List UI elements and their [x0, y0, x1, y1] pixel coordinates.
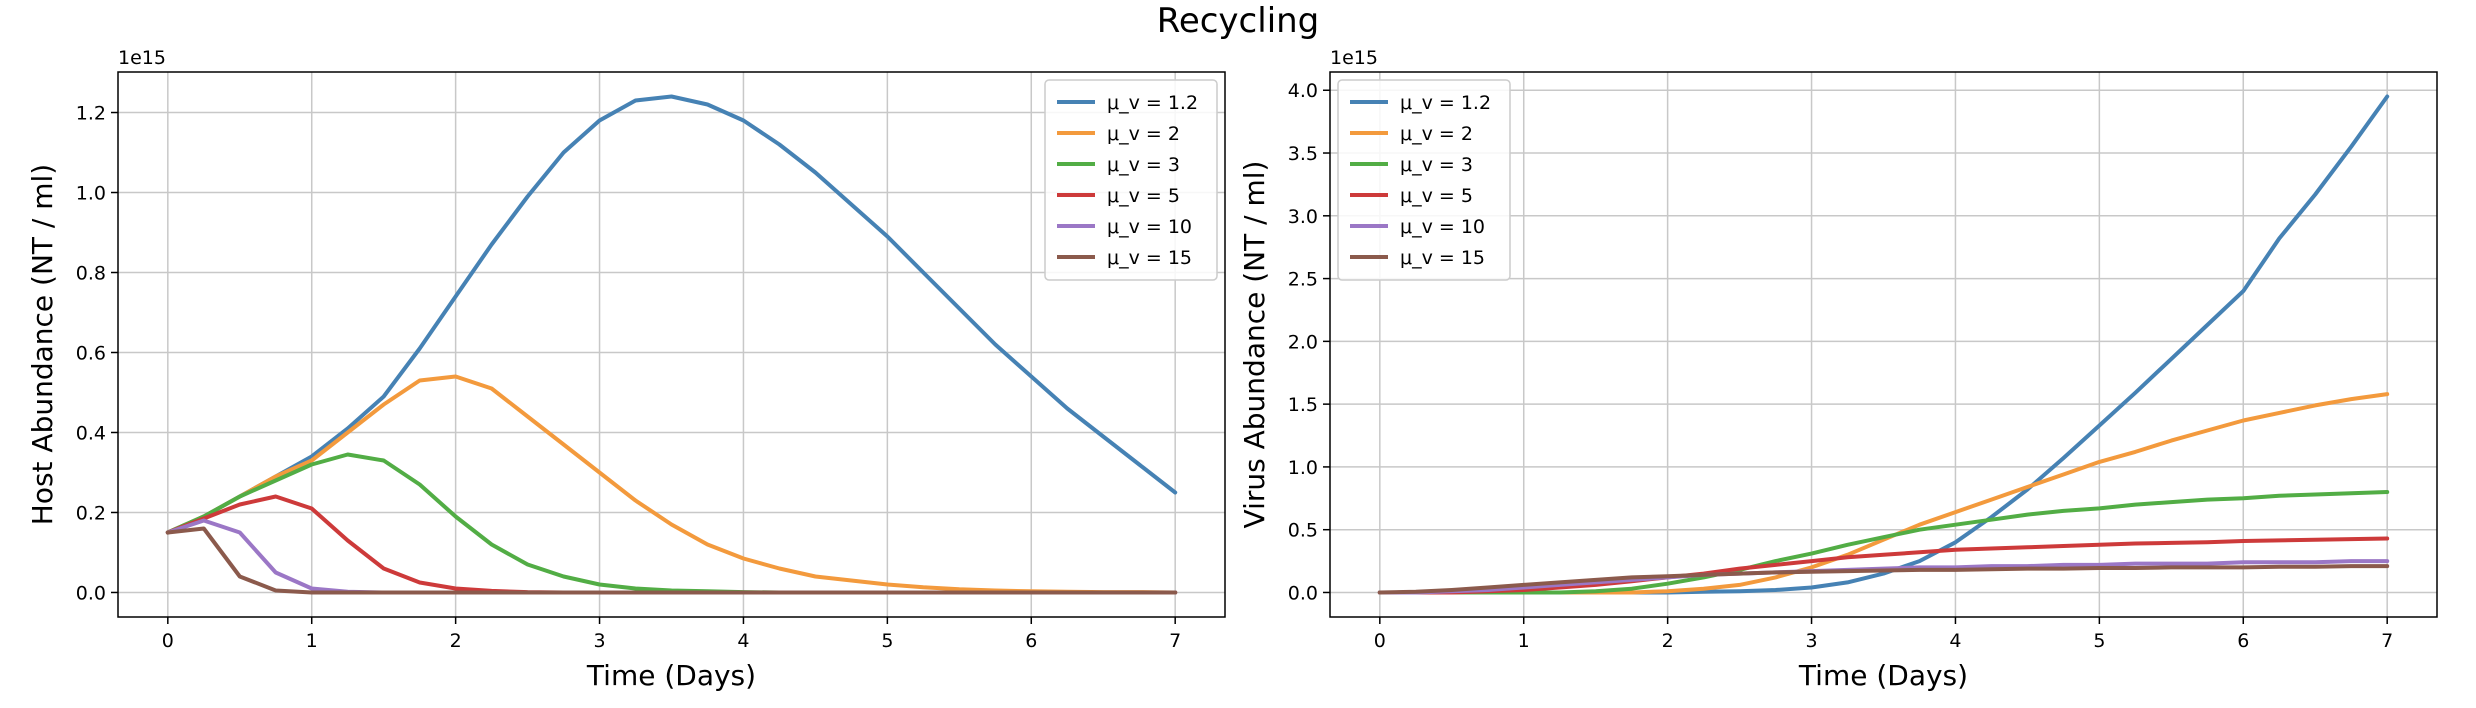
x-tick-label: 7: [1169, 630, 1181, 652]
series-line-3: [1377, 490, 2390, 595]
series-line-2: [165, 374, 1178, 595]
x-tick-label: 3: [1805, 630, 1817, 652]
y-tick-label: 2.5: [1288, 269, 1318, 291]
y-tick-label: 4.0: [1288, 80, 1318, 102]
y-axis-label: Host Abundance (NT / ml): [26, 164, 59, 525]
host-abundance-chart: 0 1 2 3 4 5 6 7 0.0 0.2 0.4 0.6 0.8 1.0 1.2 1e15 Time (D…: [26, 47, 1226, 692]
y-axis-label: Virus Abundance (NT / ml): [1238, 161, 1271, 529]
axes-frame: [117, 71, 1226, 618]
legend-entry: μ_v = 3: [1107, 154, 1180, 176]
y-offset-label: 1e15: [1330, 47, 1378, 69]
x-tick-label: 0: [1374, 630, 1386, 652]
x-axis-label: Time (Days): [586, 659, 756, 692]
legend-entry: μ_v = 5: [1400, 185, 1473, 207]
x-tick-label: 2: [450, 630, 462, 652]
x-tick-label: 0: [162, 630, 174, 652]
x-tick-label: 1: [306, 630, 318, 652]
axes-frame: [1329, 71, 2438, 618]
virus-abundance-chart: 0 1 2 3 4 5 6 7 0.0 0.5 1.0 1.5 2.0 2.5 3.0 3.5 4.0 1e15 T…: [1238, 47, 2438, 692]
series-line-6: [165, 526, 1178, 595]
x-tick-label: 5: [2093, 630, 2105, 652]
legend-entry: μ_v = 3: [1400, 154, 1473, 176]
legend-box: [1337, 79, 1511, 281]
legend: μ_v = 1.2 μ_v = 2 μ_v = 3 μ_v = 5 μ_v = 10 μ_…: [1044, 79, 1218, 281]
y-tick-label: 3.5: [1288, 143, 1318, 165]
legend-entry: μ_v = 1.2: [1107, 92, 1198, 114]
legend-entry: μ_v = 15: [1107, 247, 1192, 269]
series-line-5: [165, 518, 1178, 595]
y-tick-label: 0.2: [76, 502, 106, 524]
y-tick-label: 0.6: [76, 342, 106, 364]
x-tick-label: 3: [593, 630, 605, 652]
series-line-4: [1377, 536, 2390, 595]
x-tick-label: 6: [1025, 630, 1037, 652]
x-tick-label: 7: [2381, 630, 2393, 652]
legend: μ_v = 1.2 μ_v = 2 μ_v = 3 μ_v = 5 μ_v = 10 μ_…: [1337, 79, 1511, 281]
y-tick-label: 0.0: [76, 582, 106, 604]
x-tick-label: 2: [1662, 630, 1674, 652]
y-tick-label: 3.0: [1288, 206, 1318, 228]
legend-entry: μ_v = 10: [1400, 216, 1485, 238]
figure-title: Recycling: [1157, 1, 1320, 41]
y-tick-label: 1.0: [76, 183, 106, 205]
y-offset-label: 1e15: [118, 47, 166, 69]
y-tick-label: 0.5: [1288, 520, 1318, 542]
legend-entry: μ_v = 2: [1107, 123, 1180, 145]
y-tick-label: 0.8: [76, 263, 106, 285]
series-line-1: [165, 94, 1178, 535]
y-tick-label: 0.0: [1288, 582, 1318, 604]
legend-entry: μ_v = 10: [1107, 216, 1192, 238]
legend-entry: μ_v = 15: [1400, 247, 1485, 269]
x-tick-label: 5: [881, 630, 893, 652]
y-tick-label: 1.5: [1288, 394, 1318, 416]
series-line-4: [165, 494, 1178, 595]
series-line-1: [1377, 94, 2390, 595]
legend-entry: μ_v = 2: [1400, 123, 1473, 145]
y-tick-label: 2.0: [1288, 331, 1318, 353]
x-tick-label: 4: [1949, 630, 1961, 652]
x-tick-label: 1: [1518, 630, 1530, 652]
y-tick-label: 0.4: [76, 422, 106, 444]
x-axis-label: Time (Days): [1798, 659, 1968, 692]
legend-entry: μ_v = 5: [1107, 185, 1180, 207]
legend-box: [1044, 79, 1218, 281]
series-line-6: [1377, 564, 2390, 595]
x-tick-label: 4: [737, 630, 749, 652]
y-tick-label: 1.0: [1288, 457, 1318, 479]
y-tick-label: 1.2: [76, 103, 106, 125]
legend-entry: μ_v = 1.2: [1400, 92, 1491, 114]
x-tick-label: 6: [2237, 630, 2249, 652]
